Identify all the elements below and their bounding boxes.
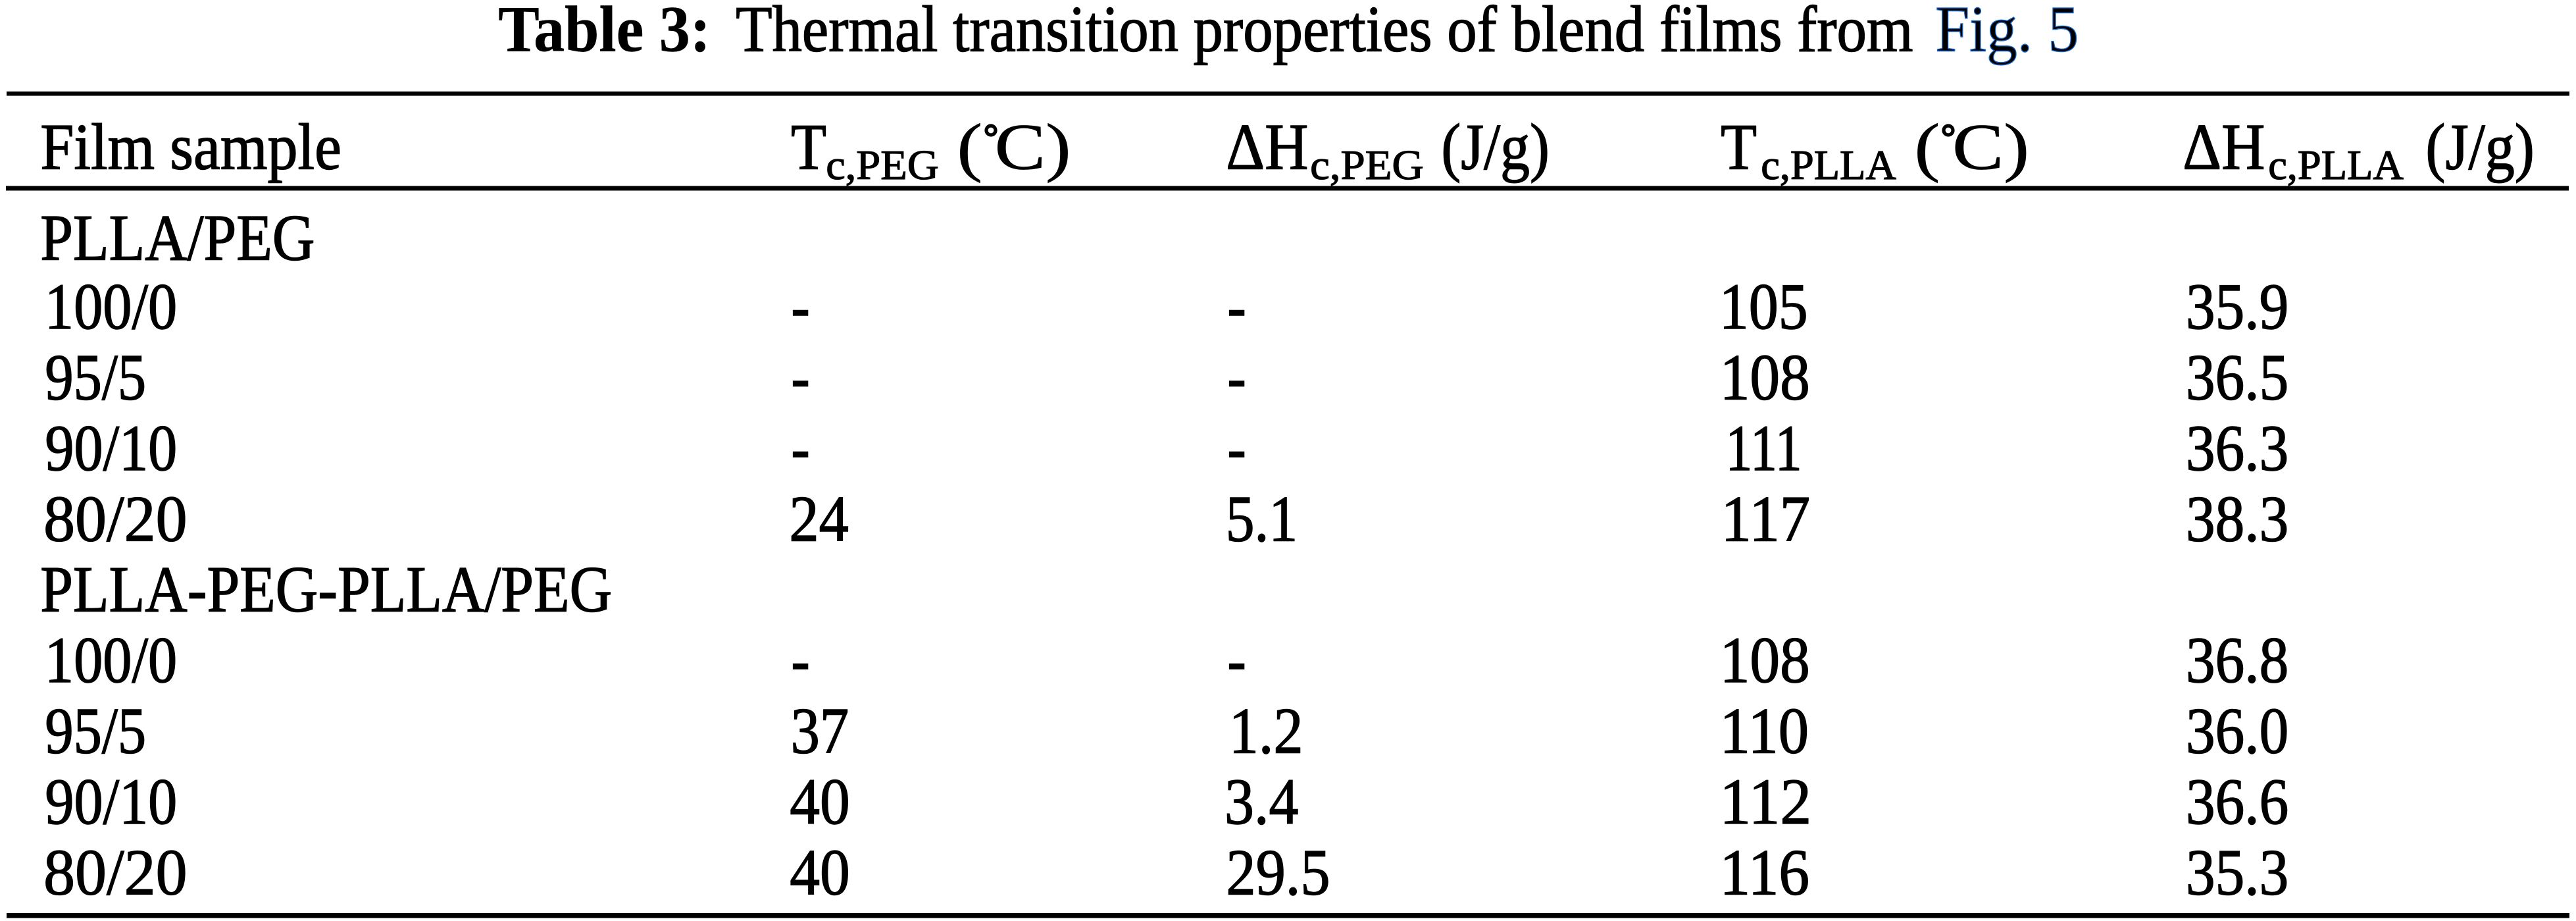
svg-text:105: 105 xyxy=(1719,270,1808,343)
svg-text:Table 3:: Table 3: xyxy=(498,0,711,65)
svg-text:-: - xyxy=(791,624,809,697)
svg-text:108: 108 xyxy=(1720,623,1810,697)
svg-text:PLLA-PEG-PLLA/PEG: PLLA-PEG-PLLA/PEG xyxy=(40,552,612,626)
svg-text:90/10: 90/10 xyxy=(45,412,177,485)
svg-text:100/0: 100/0 xyxy=(45,624,177,697)
svg-text:110: 110 xyxy=(1720,694,1809,767)
svg-text:116: 116 xyxy=(1720,836,1810,909)
svg-text:100/0: 100/0 xyxy=(45,271,177,343)
svg-text:c,PEG: c,PEG xyxy=(826,142,939,189)
svg-text:T: T xyxy=(1721,110,1757,184)
svg-text:(J/g): (J/g) xyxy=(1441,110,1549,184)
svg-text:40: 40 xyxy=(790,765,850,838)
svg-text:T: T xyxy=(791,111,826,183)
svg-text:29.5: 29.5 xyxy=(1226,835,1330,908)
svg-text:-: - xyxy=(1227,624,1246,697)
svg-text:40: 40 xyxy=(790,836,850,909)
svg-text:95/5: 95/5 xyxy=(45,695,146,768)
svg-text:-: - xyxy=(791,412,809,485)
svg-text:1.2: 1.2 xyxy=(1229,694,1303,767)
svg-text:117: 117 xyxy=(1721,482,1810,555)
svg-text:35.9: 35.9 xyxy=(2186,270,2288,343)
svg-text:37: 37 xyxy=(791,695,849,768)
svg-text:95/5: 95/5 xyxy=(45,342,146,414)
svg-text:-: - xyxy=(791,341,809,414)
svg-text:80/20: 80/20 xyxy=(43,837,187,909)
svg-text:Film sample: Film sample xyxy=(40,110,341,183)
svg-text:c,PLLA: c,PLLA xyxy=(1761,142,1896,188)
svg-text:90/10: 90/10 xyxy=(45,766,177,838)
svg-text:35.3: 35.3 xyxy=(2186,836,2288,909)
svg-text:c,PEG: c,PEG xyxy=(1310,142,1424,188)
svg-text:ΔH: ΔH xyxy=(1226,111,1308,184)
svg-text:-: - xyxy=(1227,341,1246,414)
svg-text:36.8: 36.8 xyxy=(2186,623,2288,697)
svg-text:112: 112 xyxy=(1719,766,1811,838)
svg-text:Thermal transition properties: Thermal transition properties of blend f… xyxy=(736,0,1913,65)
svg-text:36.3: 36.3 xyxy=(2186,411,2288,485)
svg-text:3.4: 3.4 xyxy=(1225,765,1298,838)
svg-text:ΔH: ΔH xyxy=(2183,111,2265,184)
svg-text:(J/g): (J/g) xyxy=(2425,110,2534,183)
svg-text:5.1: 5.1 xyxy=(1226,483,1298,556)
svg-text:-: - xyxy=(791,271,809,344)
svg-text:Fig. 5: Fig. 5 xyxy=(1935,0,2079,65)
svg-text:PLLA/PEG: PLLA/PEG xyxy=(40,201,315,275)
svg-text:111: 111 xyxy=(1726,411,1802,485)
svg-text:36.6: 36.6 xyxy=(2186,765,2288,838)
svg-text:108: 108 xyxy=(1720,341,1810,414)
svg-text:36.0: 36.0 xyxy=(2186,695,2288,768)
svg-text:(°C): (°C) xyxy=(1914,110,2029,183)
svg-text:-: - xyxy=(1227,412,1246,485)
svg-text:38.3: 38.3 xyxy=(2186,483,2288,556)
svg-text:c,PLLA: c,PLLA xyxy=(2268,142,2404,188)
svg-text:(°C): (°C) xyxy=(957,111,1071,184)
svg-text:36.5: 36.5 xyxy=(2186,341,2288,414)
svg-text:-: - xyxy=(1227,271,1246,344)
svg-text:80/20: 80/20 xyxy=(43,483,187,556)
svg-text:24: 24 xyxy=(789,482,848,555)
